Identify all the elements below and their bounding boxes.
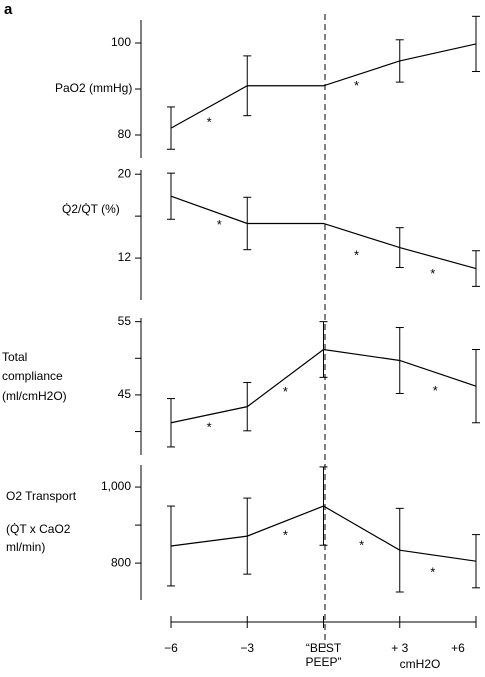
significance-marker: * (283, 528, 288, 543)
y-tick-label: 45 (118, 387, 132, 401)
y-axis-label: ml/min) (6, 540, 45, 554)
significance-marker: * (207, 419, 212, 434)
x-tick-label: −6 (164, 641, 178, 655)
error-bar (395, 39, 404, 83)
error-bar (167, 398, 175, 448)
data-line (170, 195, 477, 270)
y-axis-label: compliance (2, 369, 63, 383)
significance-marker: * (430, 266, 435, 281)
y-axis-label: O2 Transport (6, 489, 77, 503)
significance-marker: * (354, 78, 359, 93)
error-bar (472, 534, 480, 589)
significance-marker: * (354, 247, 359, 262)
significance-marker: * (433, 383, 438, 398)
x-tick-label: “BEST PEEP” (305, 641, 342, 669)
y-axis-label: PaO2 (mmHg) (55, 81, 132, 95)
significance-marker: * (217, 217, 222, 232)
significance-marker: * (430, 564, 435, 579)
error-bar (472, 349, 480, 424)
error-bar (243, 497, 252, 575)
x-axis-label: cmH2O (400, 657, 441, 671)
error-bar (472, 15, 480, 73)
error-bar (243, 196, 252, 251)
error-bar (243, 381, 252, 432)
y-tick-label: 80 (118, 127, 132, 141)
x-tick-label: +6 (451, 641, 465, 655)
data-line (170, 43, 477, 129)
significance-marker: * (283, 384, 288, 399)
error-bar (167, 172, 175, 220)
error-bar (395, 507, 404, 593)
y-axis-label: Total (2, 350, 27, 364)
error-bar (167, 106, 175, 150)
x-tick-label: + 3 (391, 641, 409, 655)
error-bar (167, 505, 175, 587)
x-tick-label: −3 (240, 641, 255, 655)
y-axis-label: (ml/cmH2O) (2, 389, 67, 403)
y-tick-label: 1,000 (101, 479, 131, 493)
significance-marker: * (207, 115, 212, 130)
error-bar (395, 227, 404, 268)
error-bar (395, 327, 404, 394)
error-bar (319, 321, 328, 378)
error-bar (243, 55, 252, 117)
y-axis-label: Q̇2/Q̇T (%) (62, 202, 120, 216)
significance-marker: * (359, 537, 364, 552)
error-bar (319, 466, 328, 546)
y-tick-label: 20 (118, 166, 132, 180)
error-bar (472, 250, 480, 287)
y-axis-label: (Q̇T x CaO2 (6, 522, 71, 536)
y-tick-label: 100 (111, 35, 131, 49)
y-tick-label: 12 (118, 250, 132, 264)
panel-label: a (4, 1, 13, 18)
y-tick-label: 800 (111, 555, 131, 569)
y-tick-label: 55 (118, 314, 132, 328)
